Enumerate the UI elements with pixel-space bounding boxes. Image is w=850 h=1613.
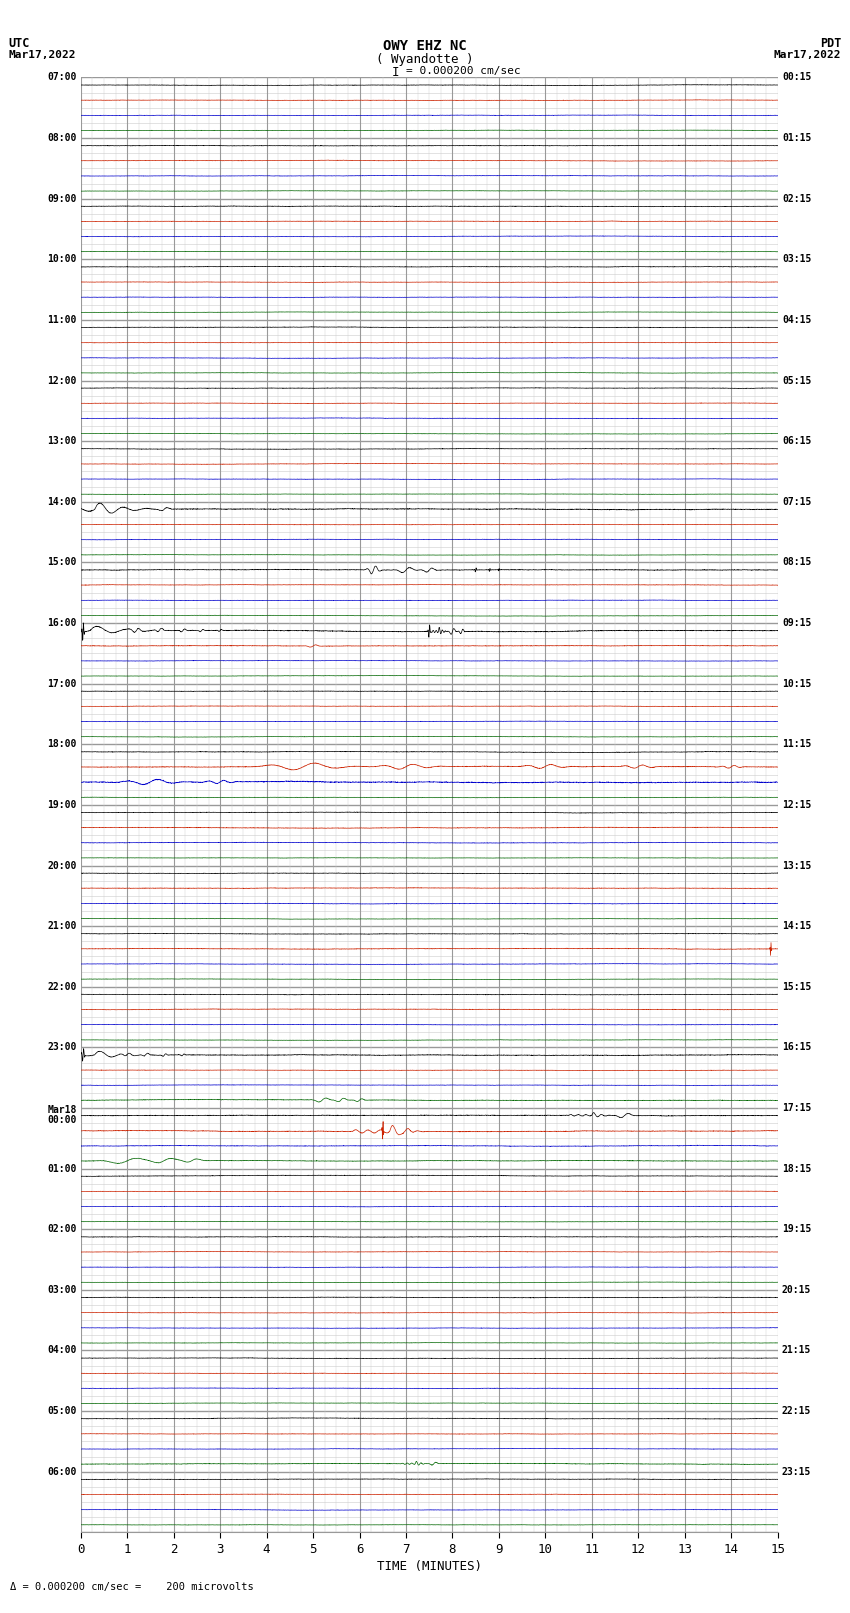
Text: Mar18: Mar18: [47, 1105, 76, 1116]
Text: 22:00: 22:00: [47, 982, 76, 992]
Text: 12:00: 12:00: [47, 376, 76, 386]
Text: ( Wyandotte ): ( Wyandotte ): [377, 53, 473, 66]
Text: 08:00: 08:00: [47, 132, 76, 144]
Text: 18:15: 18:15: [782, 1163, 812, 1174]
Text: 04:15: 04:15: [782, 315, 812, 324]
Text: 02:00: 02:00: [47, 1224, 76, 1234]
Text: 14:15: 14:15: [782, 921, 812, 931]
Text: OWY EHZ NC: OWY EHZ NC: [383, 39, 467, 53]
Text: 06:15: 06:15: [782, 436, 812, 447]
Text: = 0.000200 cm/sec: = 0.000200 cm/sec: [406, 66, 521, 76]
Text: 22:15: 22:15: [782, 1407, 812, 1416]
Text: 17:00: 17:00: [47, 679, 76, 689]
Text: 13:15: 13:15: [782, 860, 812, 871]
Text: PDT: PDT: [820, 37, 842, 50]
Text: 05:15: 05:15: [782, 376, 812, 386]
Text: 03:15: 03:15: [782, 255, 812, 265]
Text: 11:00: 11:00: [47, 315, 76, 324]
Text: 03:00: 03:00: [47, 1286, 76, 1295]
Text: 04:00: 04:00: [47, 1345, 76, 1355]
Text: 19:15: 19:15: [782, 1224, 812, 1234]
Text: UTC: UTC: [8, 37, 30, 50]
Text: 20:00: 20:00: [47, 860, 76, 871]
Text: 06:00: 06:00: [47, 1466, 76, 1478]
Text: 07:00: 07:00: [47, 73, 76, 82]
Text: 01:00: 01:00: [47, 1163, 76, 1174]
Text: 21:00: 21:00: [47, 921, 76, 931]
Text: 23:15: 23:15: [782, 1466, 812, 1478]
Text: 11:15: 11:15: [782, 739, 812, 750]
Text: 05:00: 05:00: [47, 1407, 76, 1416]
Text: 08:15: 08:15: [782, 558, 812, 568]
Text: 10:00: 10:00: [47, 255, 76, 265]
Text: 23:00: 23:00: [47, 1042, 76, 1052]
Text: 16:15: 16:15: [782, 1042, 812, 1052]
Text: 10:15: 10:15: [782, 679, 812, 689]
Text: 13:00: 13:00: [47, 436, 76, 447]
Text: 21:15: 21:15: [782, 1345, 812, 1355]
Text: 01:15: 01:15: [782, 132, 812, 144]
Text: 19:00: 19:00: [47, 800, 76, 810]
Text: 18:00: 18:00: [47, 739, 76, 750]
Text: 00:15: 00:15: [782, 73, 812, 82]
Text: I: I: [392, 66, 399, 79]
Text: 09:15: 09:15: [782, 618, 812, 627]
Text: 16:00: 16:00: [47, 618, 76, 627]
Text: 15:00: 15:00: [47, 558, 76, 568]
Text: Δ = 0.000200 cm/sec =    200 microvolts: Δ = 0.000200 cm/sec = 200 microvolts: [10, 1582, 254, 1592]
Text: Mar17,2022: Mar17,2022: [774, 50, 842, 60]
Text: 00:00: 00:00: [47, 1115, 76, 1126]
Text: 14:00: 14:00: [47, 497, 76, 506]
Text: Mar17,2022: Mar17,2022: [8, 50, 76, 60]
Text: 12:15: 12:15: [782, 800, 812, 810]
Text: 02:15: 02:15: [782, 194, 812, 203]
X-axis label: TIME (MINUTES): TIME (MINUTES): [377, 1560, 482, 1573]
Text: 07:15: 07:15: [782, 497, 812, 506]
Text: 09:00: 09:00: [47, 194, 76, 203]
Text: 20:15: 20:15: [782, 1286, 812, 1295]
Text: 15:15: 15:15: [782, 982, 812, 992]
Text: 17:15: 17:15: [782, 1103, 812, 1113]
